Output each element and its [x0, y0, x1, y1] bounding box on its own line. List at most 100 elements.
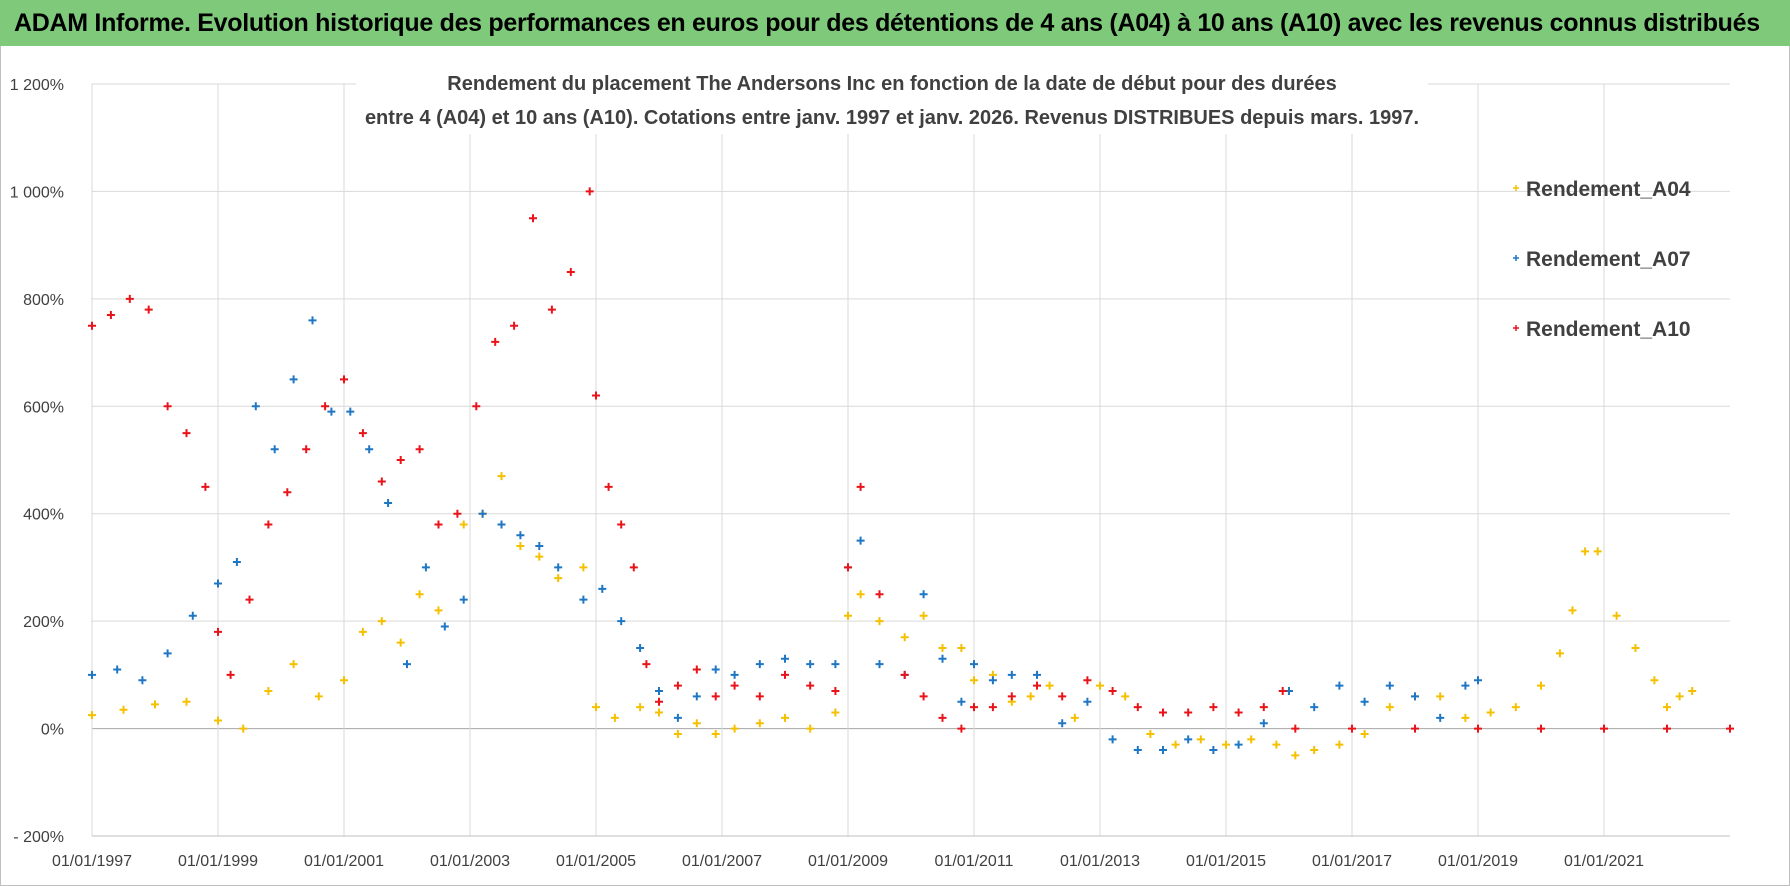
- y-tick-label: 1 200%: [10, 77, 64, 94]
- data-point: [1555, 649, 1564, 658]
- data-point: [163, 649, 172, 658]
- data-point: [214, 716, 222, 725]
- data-point: [919, 611, 928, 620]
- data-point: [856, 590, 865, 599]
- x-tick-label: 01/01/2005: [556, 853, 636, 870]
- data-point: [1259, 703, 1268, 712]
- data-point: [1513, 185, 1519, 191]
- data-point: [875, 660, 884, 669]
- data-point: [1209, 703, 1218, 712]
- data-point: [1436, 692, 1445, 701]
- data-point: [1461, 681, 1470, 690]
- data-point: [119, 705, 128, 714]
- data-point: [1513, 255, 1519, 261]
- data-point: [806, 660, 815, 669]
- data-point: [806, 681, 815, 690]
- data-point: [1058, 692, 1067, 701]
- y-tick-label: 1 000%: [10, 184, 64, 201]
- data-point: [1259, 719, 1268, 728]
- data-point: [592, 391, 600, 400]
- data-point: [1184, 735, 1193, 744]
- data-point: [1593, 547, 1602, 556]
- data-point: [314, 692, 323, 701]
- data-point: [459, 595, 468, 604]
- data-point: [151, 700, 159, 709]
- data-point: [554, 574, 563, 583]
- data-point: [396, 638, 405, 647]
- plot-area: [88, 187, 1734, 760]
- data-point: [283, 488, 292, 497]
- data-point: [1335, 681, 1344, 690]
- data-point: [88, 321, 96, 330]
- data-point: [510, 321, 519, 330]
- data-point: [970, 703, 978, 712]
- data-point: [592, 703, 600, 712]
- data-point: [730, 681, 739, 690]
- data-point: [1360, 729, 1369, 738]
- y-tick-label: 800%: [23, 292, 64, 309]
- data-point: [579, 563, 588, 572]
- data-point: [856, 482, 865, 491]
- data-point: [1070, 713, 1079, 722]
- y-tick-label: 600%: [23, 399, 64, 416]
- data-point: [516, 531, 525, 540]
- data-point: [970, 660, 978, 669]
- series-Rendement_A04: [88, 472, 1697, 760]
- data-point: [1058, 719, 1067, 728]
- data-point: [1600, 724, 1608, 733]
- data-point: [988, 676, 997, 685]
- data-point: [1234, 708, 1243, 717]
- legend-label: Rendement_A07: [1526, 248, 1691, 271]
- x-tick-label: 01/01/2015: [1186, 853, 1266, 870]
- data-point: [1272, 740, 1281, 749]
- data-point: [516, 541, 525, 550]
- data-point: [453, 509, 462, 518]
- data-point: [421, 563, 430, 572]
- data-point: [478, 509, 487, 518]
- x-tick-label: 01/01/2019: [1438, 853, 1518, 870]
- x-tick-label: 01/01/2007: [682, 853, 762, 870]
- series-Rendement_A10: [88, 187, 1734, 733]
- data-point: [781, 654, 789, 663]
- data-point: [554, 563, 563, 572]
- data-point: [264, 520, 273, 529]
- data-point: [617, 520, 626, 529]
- data-point: [182, 429, 191, 438]
- data-point: [340, 676, 348, 685]
- data-point: [755, 660, 764, 669]
- data-point: [673, 729, 682, 738]
- data-point: [1133, 746, 1142, 755]
- data-point: [1108, 735, 1117, 744]
- data-point: [289, 660, 298, 669]
- legend-item-Rendement_A10: Rendement_A10: [1513, 318, 1691, 341]
- data-point: [144, 305, 153, 314]
- data-point: [535, 552, 544, 561]
- data-point: [251, 402, 260, 411]
- data-point: [163, 402, 172, 411]
- data-point: [875, 590, 884, 599]
- data-point: [655, 686, 663, 695]
- data-point: [636, 644, 645, 652]
- data-point: [692, 665, 701, 674]
- data-point: [711, 665, 720, 674]
- data-point: [497, 472, 506, 481]
- data-point: [358, 429, 367, 438]
- title-banner: ADAM Informe. Evolution historique des p…: [0, 0, 1790, 46]
- data-point: [497, 520, 506, 529]
- data-point: [1121, 692, 1130, 701]
- data-point: [1083, 697, 1092, 706]
- data-point: [1663, 724, 1671, 733]
- data-point: [617, 617, 626, 626]
- data-point: [875, 617, 884, 626]
- legend-item-Rendement_A04: Rendement_A04: [1513, 178, 1691, 201]
- data-point: [384, 498, 393, 507]
- data-point: [655, 708, 663, 717]
- data-point: [1171, 740, 1180, 749]
- data-point: [1385, 703, 1394, 712]
- data-point: [831, 686, 840, 695]
- data-point: [1663, 703, 1671, 712]
- data-point: [232, 558, 241, 567]
- data-point: [88, 711, 96, 720]
- data-point: [1474, 724, 1482, 733]
